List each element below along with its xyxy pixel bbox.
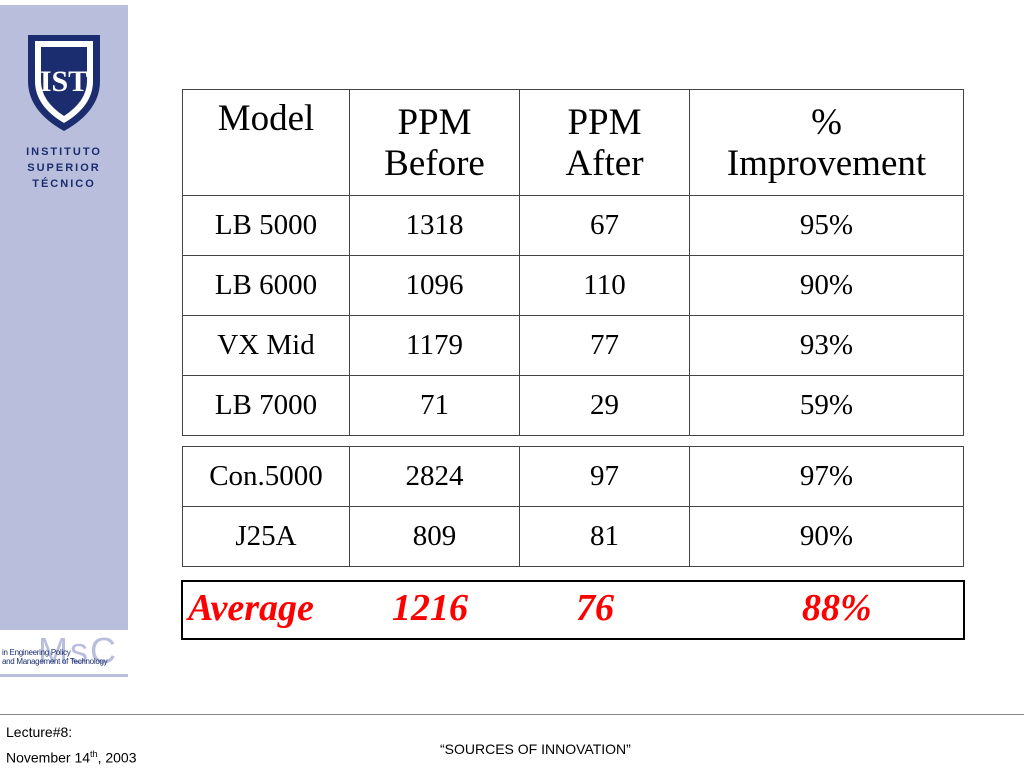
- table-row: LB 6000 1096 110 90%: [182, 255, 964, 316]
- cell-ppm-before: 1179: [349, 315, 520, 376]
- average-before: 1216: [392, 587, 468, 629]
- msc-logo: MsC in Engineering Policy and Management…: [0, 630, 128, 674]
- cell-improvement: 90%: [689, 506, 964, 567]
- header-model: Model: [182, 89, 350, 196]
- ppm-table-top: Model PPM Before PPM After % Improvement…: [182, 89, 964, 436]
- table-row: J25A 809 81 90%: [182, 506, 964, 567]
- cell-model: J25A: [182, 506, 350, 567]
- footer-date: November 14th, 2003: [6, 749, 137, 766]
- cell-model: LB 5000: [182, 195, 350, 256]
- cell-improvement: 59%: [689, 375, 964, 436]
- msc-line-1: in Engineering Policy: [2, 648, 71, 657]
- cell-ppm-before: 1318: [349, 195, 520, 256]
- cell-improvement: 90%: [689, 255, 964, 316]
- cell-ppm-after: 77: [519, 315, 690, 376]
- cell-ppm-after: 81: [519, 506, 690, 567]
- cell-model: LB 7000: [182, 375, 350, 436]
- cell-model: Con.5000: [182, 446, 350, 507]
- institute-line-3: TÉCNICO: [32, 178, 96, 190]
- msc-line-2: and Management of Technology: [2, 657, 108, 666]
- cell-ppm-after: 97: [519, 446, 690, 507]
- average-improvement: 88%: [802, 587, 872, 629]
- cell-ppm-before: 71: [349, 375, 520, 436]
- cell-ppm-before: 2824: [349, 446, 520, 507]
- footer-title: “SOURCES OF INNOVATION”: [440, 741, 631, 757]
- ist-logo: IST INSTITUTO SUPERIOR TÉCNICO: [0, 5, 128, 210]
- institute-line-2: SUPERIOR: [27, 162, 101, 174]
- cell-ppm-before: 809: [349, 506, 520, 567]
- cell-ppm-after: 67: [519, 195, 690, 256]
- average-box: [181, 580, 965, 640]
- cell-improvement: 95%: [689, 195, 964, 256]
- footer-divider: [0, 714, 1024, 715]
- cell-improvement: 97%: [689, 446, 964, 507]
- cell-model: VX Mid: [182, 315, 350, 376]
- shield-icon: IST: [28, 35, 100, 131]
- institute-line-1: INSTITUTO: [26, 146, 102, 158]
- shield-letters: IST: [40, 65, 88, 98]
- table-row: VX Mid 1179 77 93%: [182, 315, 964, 376]
- average-label: Average: [188, 587, 314, 629]
- average-after: 76: [576, 587, 614, 629]
- footer-lecture: Lecture#8:: [6, 724, 73, 740]
- footer-lecture-info: Lecture#8: November 14th, 2003: [6, 721, 137, 768]
- cell-ppm-after: 29: [519, 375, 690, 436]
- header-improvement: % Improvement: [689, 89, 964, 196]
- table-row: LB 7000 71 29 59%: [182, 375, 964, 436]
- table-header-row: Model PPM Before PPM After % Improvement: [182, 89, 964, 196]
- header-ppm-after: PPM After: [519, 89, 690, 196]
- cell-improvement: 93%: [689, 315, 964, 376]
- cell-model: LB 6000: [182, 255, 350, 316]
- cell-ppm-before: 1096: [349, 255, 520, 316]
- msc-logo-text: MsC: [38, 630, 118, 671]
- ppm-table-bottom: Con.5000 2824 97 97% J25A 809 81 90%: [182, 446, 964, 567]
- header-ppm-before: PPM Before: [349, 89, 520, 196]
- cell-ppm-after: 110: [519, 255, 690, 316]
- table-row: Con.5000 2824 97 97%: [182, 446, 964, 507]
- table-row: LB 5000 1318 67 95%: [182, 195, 964, 256]
